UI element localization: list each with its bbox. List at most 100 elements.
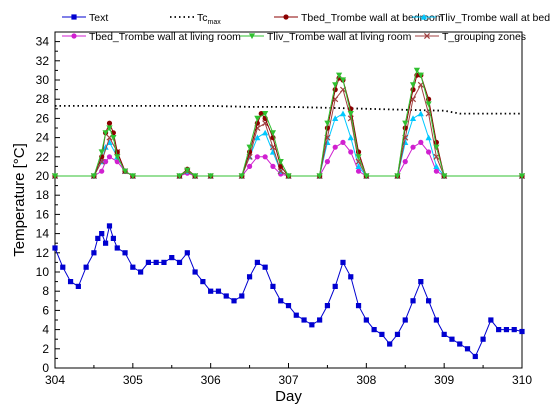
data-point bbox=[99, 168, 105, 174]
legend-marker bbox=[248, 33, 256, 40]
y-tick-label: 8 bbox=[42, 284, 49, 298]
data-point bbox=[102, 130, 109, 136]
data-point bbox=[355, 149, 362, 155]
y-tick-label: 22 bbox=[36, 150, 50, 164]
data-point bbox=[51, 173, 59, 180]
data-point bbox=[207, 173, 214, 180]
legend-marker bbox=[71, 14, 77, 20]
y-tick-label: 4 bbox=[42, 323, 49, 337]
data-point bbox=[184, 250, 190, 256]
data-point bbox=[176, 259, 183, 265]
data-point bbox=[355, 168, 362, 174]
data-point bbox=[83, 264, 89, 270]
series-text bbox=[52, 223, 525, 360]
data-point bbox=[402, 120, 409, 127]
data-point bbox=[176, 173, 183, 180]
data-point bbox=[433, 163, 440, 169]
data-point bbox=[464, 346, 471, 352]
data-point bbox=[215, 288, 222, 294]
legend-item: Tliv_Trombe wall at bedroom bbox=[412, 12, 550, 24]
data-point bbox=[129, 173, 136, 180]
data-point bbox=[355, 154, 362, 160]
series-line bbox=[55, 112, 522, 177]
data-point bbox=[254, 259, 260, 265]
data-point bbox=[99, 231, 105, 237]
data-point bbox=[106, 154, 113, 160]
data-point bbox=[417, 72, 424, 79]
data-point bbox=[426, 298, 432, 304]
data-point bbox=[394, 331, 401, 337]
data-point bbox=[114, 245, 120, 251]
legend-label: Text bbox=[89, 12, 108, 24]
legend-label: T_grouping zones bbox=[442, 31, 526, 43]
data-point bbox=[324, 159, 331, 165]
data-point bbox=[371, 327, 377, 333]
legend-label: Tcmax bbox=[197, 12, 221, 26]
legend-item: Tbed_Trombe wall at bedroom bbox=[274, 12, 444, 24]
data-point bbox=[262, 111, 269, 117]
data-point bbox=[379, 331, 385, 337]
data-point bbox=[278, 298, 284, 304]
data-point bbox=[441, 331, 447, 337]
legend-marker bbox=[420, 13, 428, 20]
data-point bbox=[161, 259, 167, 265]
data-point bbox=[457, 341, 463, 347]
data-point bbox=[441, 173, 448, 180]
data-point bbox=[511, 327, 517, 333]
data-point bbox=[60, 264, 66, 270]
y-tick-label: 24 bbox=[36, 131, 50, 145]
data-point bbox=[425, 134, 432, 141]
y-tick-label: 32 bbox=[36, 54, 50, 68]
data-point bbox=[238, 173, 245, 180]
data-point bbox=[200, 279, 206, 285]
data-point bbox=[52, 245, 58, 251]
plot-frame bbox=[54, 31, 523, 369]
series-tliv-trombe-wall-at-living-room bbox=[51, 67, 526, 180]
data-point bbox=[246, 163, 253, 169]
data-point bbox=[270, 283, 276, 289]
data-point bbox=[324, 120, 331, 127]
y-tick-label: 26 bbox=[36, 111, 50, 125]
data-point bbox=[122, 250, 128, 256]
data-point bbox=[301, 317, 307, 323]
data-point bbox=[91, 250, 97, 256]
y-tick-label: 34 bbox=[36, 35, 50, 49]
data-point bbox=[348, 149, 354, 155]
legend-item: Text bbox=[62, 12, 108, 24]
data-point bbox=[332, 283, 338, 289]
data-point bbox=[339, 110, 347, 117]
data-point bbox=[355, 303, 362, 309]
data-point bbox=[488, 317, 494, 323]
x-axis-label: Day bbox=[275, 388, 302, 405]
data-point bbox=[340, 139, 346, 145]
data-point bbox=[426, 149, 432, 155]
data-point bbox=[277, 159, 284, 165]
data-point bbox=[254, 134, 261, 141]
data-point bbox=[246, 144, 253, 151]
data-point bbox=[503, 327, 510, 333]
data-point bbox=[269, 130, 277, 136]
data-point bbox=[130, 264, 136, 270]
data-point bbox=[262, 154, 268, 160]
y-tick-label: 16 bbox=[36, 207, 50, 221]
data-point bbox=[480, 336, 486, 342]
series-tbed-trombe-wall-at-bedroom bbox=[52, 72, 525, 179]
legend-label: Tbed_Trombe wall at living room bbox=[89, 31, 241, 43]
data-point bbox=[409, 115, 417, 121]
y-tick-label: 10 bbox=[36, 265, 50, 279]
data-point bbox=[184, 167, 191, 174]
x-tick-label: 306 bbox=[201, 373, 221, 387]
data-point bbox=[254, 154, 260, 160]
y-tick-label: 14 bbox=[36, 227, 50, 241]
data-point bbox=[102, 144, 109, 150]
series-line bbox=[55, 141, 522, 177]
data-point bbox=[518, 173, 526, 180]
data-point bbox=[192, 269, 198, 275]
data-point bbox=[332, 144, 338, 150]
data-point bbox=[293, 312, 299, 318]
data-point bbox=[102, 159, 109, 165]
legend-item: Tcmax bbox=[170, 12, 221, 26]
legend-label: Tbed_Trombe wall at bedroom bbox=[301, 12, 444, 24]
data-point bbox=[67, 279, 74, 285]
